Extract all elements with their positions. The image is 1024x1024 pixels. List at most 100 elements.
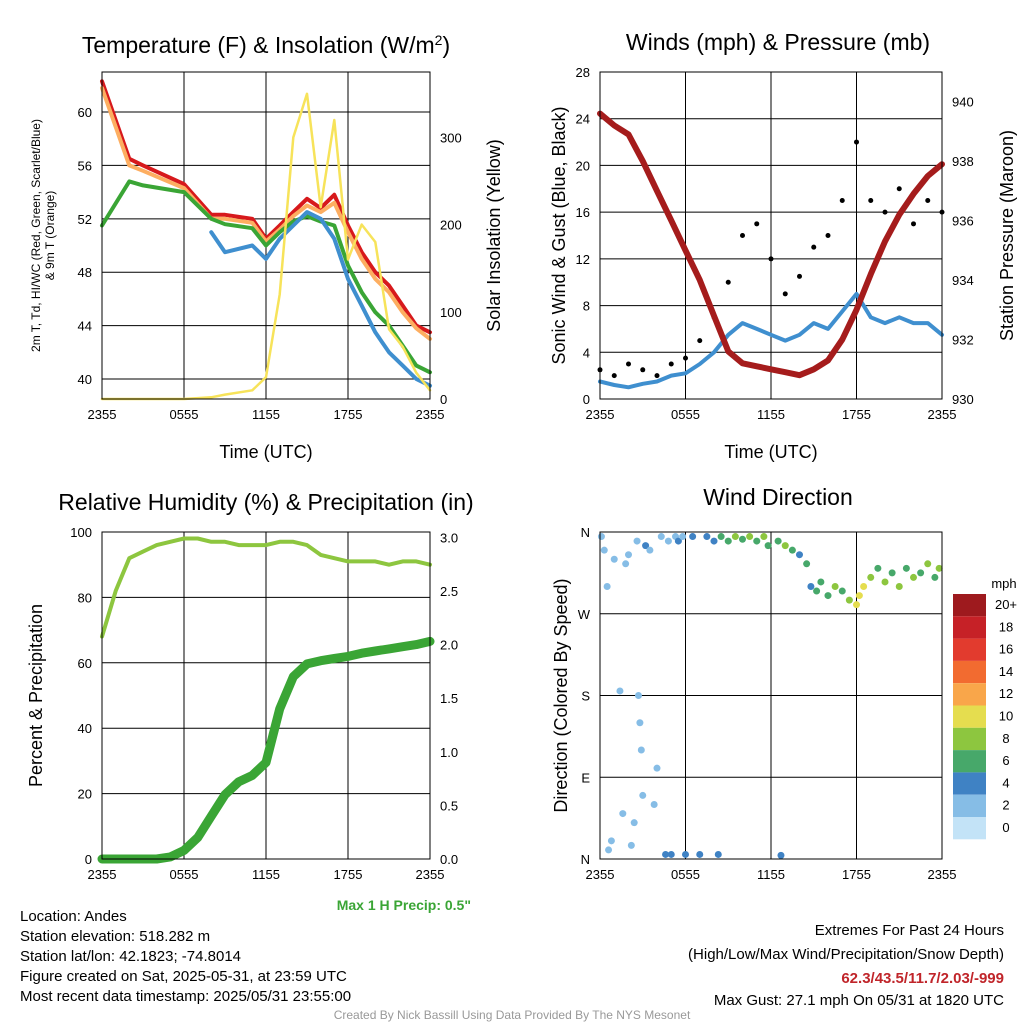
wind-direction-point [803, 560, 811, 568]
y-right-tick-label: 100 [440, 305, 462, 320]
y-right-tick-label: 1.0 [440, 745, 458, 760]
gust-point [725, 279, 731, 285]
y-right-tick-label: 1.5 [440, 691, 458, 706]
x-tick-label: 1155 [252, 407, 280, 422]
y-right-axis-label: Station Pressure (Maroon) [997, 130, 1017, 341]
colorbar-label: 12 [999, 686, 1013, 701]
wind-direction-point [630, 819, 638, 827]
colorbar-label: 10 [999, 709, 1013, 724]
colorbar-swatch [953, 616, 986, 639]
wind-direction-point [679, 533, 687, 541]
y-tick-label: 100 [70, 525, 92, 540]
y-right-tick-label: 2.5 [440, 584, 458, 599]
wind-direction-point [867, 573, 875, 581]
y-right-tick-label: 200 [440, 218, 462, 233]
y-tick-label: 12 [576, 252, 590, 267]
series-line-station-pressure [597, 110, 945, 379]
wind-direction-point [619, 810, 627, 818]
plot-frame [101, 531, 431, 860]
x-tick-label: 2355 [88, 407, 117, 422]
y-tick-label: 8 [583, 299, 590, 314]
y-tick-label: N [581, 525, 590, 540]
wind-direction-point [607, 837, 615, 845]
y-tick-label: 20 [78, 787, 92, 802]
colorbar-swatch [953, 817, 986, 840]
station-elevation: Station elevation: 518.282 m [20, 928, 211, 945]
x-tick-label: 1755 [842, 407, 871, 422]
gust-point [868, 197, 874, 203]
x-tick-label: 0555 [170, 867, 199, 882]
x-tick-label: 1755 [334, 867, 363, 882]
chart-panel-1: Temperature (F) & Insolation (W/m2)2355 0… [29, 32, 504, 462]
wind-direction-point [653, 764, 661, 772]
wind-direction-point [753, 537, 761, 545]
y-tick-label: 56 [78, 158, 92, 173]
colorbar-swatch [953, 750, 986, 773]
series-line-hi-wc [209, 210, 432, 388]
extremes-values: 62.3/43.5/11.7/2.03/-999 [841, 970, 1004, 987]
credit-line: Created By Nick Bassill Using Data Provi… [333, 1008, 691, 1022]
y-right-tick-label: 0.0 [440, 852, 458, 867]
x-tick-label: 2355 [586, 407, 615, 422]
extremes-subheading: (High/Low/Max Wind/Precipitation/Snow De… [688, 946, 1004, 963]
series-line-9m-t [100, 86, 432, 341]
y-tick-label: 44 [78, 319, 92, 334]
x-tick-label: 1155 [757, 867, 785, 882]
chart-title: Wind Direction [703, 484, 853, 510]
wind-direction-point [764, 542, 772, 550]
gust-point [782, 291, 788, 297]
y-tick-label: 80 [78, 590, 92, 605]
gust-point [611, 373, 617, 379]
gust-point [768, 256, 774, 262]
y-axis-label: Direction (Colored By Speed) [551, 578, 571, 812]
gust-point [797, 273, 802, 279]
wind-direction-point [636, 719, 644, 727]
wind-direction-point [634, 692, 642, 699]
x-axis-label: Time (UTC) [724, 442, 817, 462]
gust-point [668, 361, 674, 367]
wind-direction-point [639, 791, 647, 799]
station-info: Location: Andes Station elevation: 518.2… [20, 907, 351, 1007]
wind-direction-point [902, 564, 910, 572]
gust-point [740, 233, 745, 238]
y-tick-label: 40 [78, 372, 92, 387]
wind-direction-point [817, 578, 825, 586]
x-tick-label: 2355 [928, 867, 957, 882]
gust-point [882, 209, 888, 215]
wind-direction-point [717, 533, 725, 541]
wind-direction-point [662, 850, 670, 858]
wind-direction-point [781, 542, 789, 550]
y-right-tick-label: 938 [952, 154, 974, 169]
colorbar-swatch [953, 772, 986, 795]
x-tick-label: 1755 [334, 407, 363, 422]
extremes-heading: Extremes For Past 24 Hours [814, 922, 1004, 939]
wind-direction-point [931, 573, 939, 581]
x-tick-label: 1155 [252, 867, 280, 882]
y-tick-label: 16 [576, 205, 590, 220]
y-axis-label: Sonic Wind & Gust (Blue, Black) [549, 106, 569, 364]
y-tick-label: W [578, 607, 591, 622]
wind-direction-point [731, 533, 739, 541]
colorbar-label: 4 [1002, 775, 1009, 790]
plot-frame [599, 71, 943, 400]
wind-direction-point [838, 587, 846, 595]
y-tick-label: 48 [78, 265, 92, 280]
chart-panel-2: Winds (mph) & Pressure (mb) 2355 0555 1155 1… [549, 29, 1017, 462]
station-location: Location: Andes [20, 908, 127, 925]
wind-direction-point [881, 578, 889, 586]
y-right-tick-label: 936 [952, 214, 974, 229]
gust-point [896, 186, 902, 192]
wind-direction-point [622, 560, 630, 568]
wind-direction-point [642, 542, 650, 550]
wind-direction-point [637, 746, 645, 754]
wind-direction-point [657, 533, 665, 541]
wind-direction-point [667, 850, 675, 858]
colorbar-swatch [953, 683, 986, 706]
series-line-sonic-wind [598, 291, 944, 390]
y-tick-label: 20 [576, 158, 590, 173]
wind-direction-point [796, 551, 803, 559]
y-right-axis-label: Solar Insolation (Yellow) [484, 139, 504, 331]
wind-direction-point [597, 533, 605, 541]
y-right-tick-label: 930 [952, 392, 974, 407]
